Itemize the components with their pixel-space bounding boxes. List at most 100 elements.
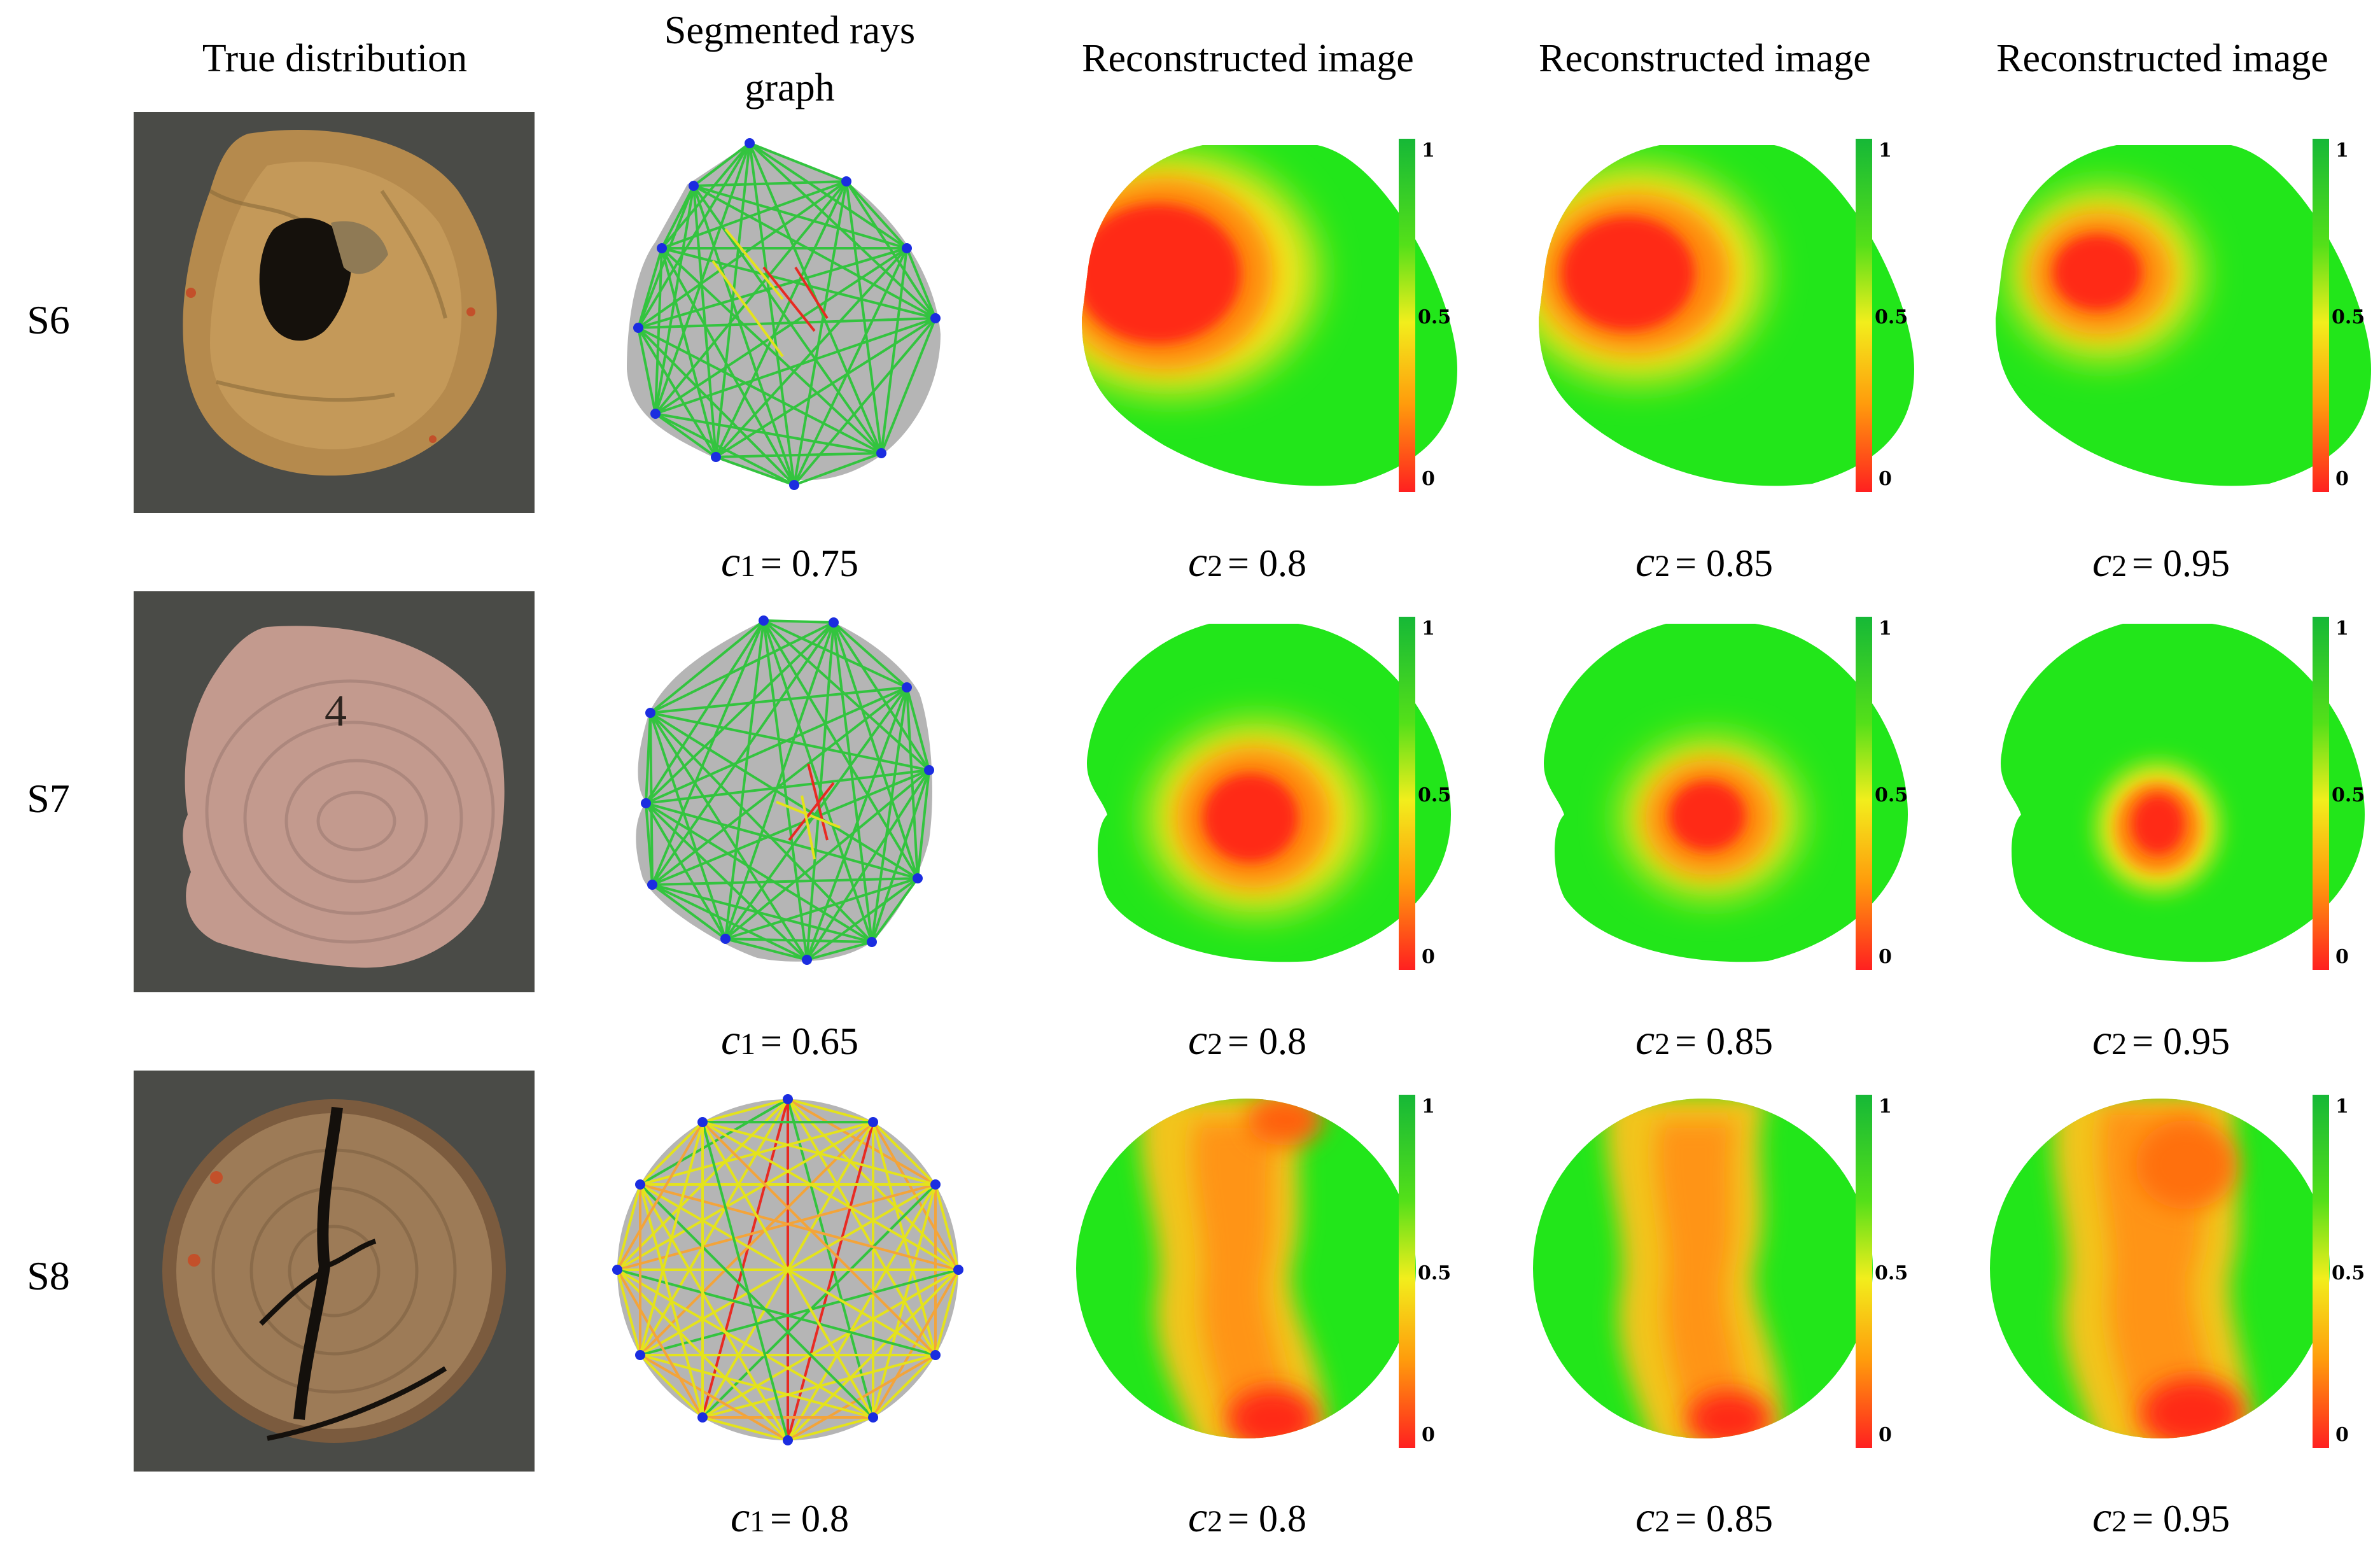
ray-line [806, 877, 919, 961]
ray-line [651, 883, 727, 940]
sensor-point [650, 409, 661, 419]
ray-line [661, 248, 717, 458]
tick-0: 0 [2335, 946, 2349, 968]
ray-line [651, 621, 835, 886]
ray-line [649, 712, 727, 939]
sensor-point [720, 934, 731, 944]
ray-line [654, 412, 717, 458]
ray-segment-defect [801, 795, 816, 860]
ray-line [639, 1354, 704, 1419]
tick-0: 0 [1879, 946, 1892, 968]
captions-s8: c1 = 0.8 c2 = 0.8 c2 = 0.85 c2 = 0.95 [731, 1493, 2230, 1541]
row-label-s7: S7 [27, 776, 70, 821]
rays-graph-s8 [612, 1094, 963, 1445]
tick-0.5: 0.5 [2332, 1262, 2365, 1284]
ray-line [652, 883, 808, 961]
ray-line [872, 1121, 937, 1186]
ray-line [762, 620, 808, 960]
ray-line [763, 619, 907, 689]
reconstruction-s8-c2-0.85 [1533, 1099, 1873, 1438]
ray-line [640, 1183, 959, 1271]
sensor-point [930, 313, 941, 323]
sensor-point [657, 243, 667, 253]
sensor-point [783, 1094, 793, 1104]
reconstruction-s7-c2-0.8 [1086, 624, 1451, 962]
ray-line [832, 622, 919, 879]
ray-line [762, 619, 930, 771]
ray-line [654, 248, 663, 414]
ray-line [639, 1121, 704, 1356]
ray-line [701, 1121, 937, 1356]
tick-0: 0 [1422, 468, 1435, 490]
sensor-point [647, 880, 657, 890]
ray-line [649, 712, 873, 943]
svg-text:4: 4 [325, 687, 347, 736]
ray-line [617, 1268, 874, 1419]
ray-line [639, 1184, 704, 1418]
tick-1: 1 [1879, 617, 1892, 640]
sensor-point [635, 1179, 645, 1190]
ray-line [616, 1184, 641, 1270]
ray-line [645, 802, 873, 943]
colorbar-s8-3 [2313, 1095, 2329, 1448]
ray-line [701, 1099, 789, 1418]
colorbar-s6-3 [2313, 139, 2329, 492]
ray-line [649, 712, 919, 880]
captions-s6: c1 = 0.75 c2 = 0.8 c2 = 0.85 c2 = 0.95 [721, 537, 2230, 586]
sensor-point [697, 1117, 708, 1127]
ray-line [748, 142, 908, 249]
tick-0: 0 [2335, 468, 2349, 490]
sensor-point [645, 708, 655, 718]
ray-line [880, 318, 937, 454]
ray-line [616, 1268, 704, 1419]
tick-0.5: 0.5 [1875, 1262, 1908, 1284]
ray-line [906, 248, 937, 319]
sensor-point [612, 1265, 622, 1275]
header-reconstructed-1: Reconstructed image [1082, 37, 1414, 80]
ray-line [693, 180, 847, 187]
sensor-point [867, 937, 877, 947]
ray-line [649, 619, 765, 714]
ray-line [654, 143, 751, 414]
ray-line [652, 883, 872, 943]
tick-1: 1 [2335, 139, 2349, 162]
caption-c2-s6-b: c2 = 0.85 [1635, 537, 1773, 586]
ray-line [793, 181, 848, 486]
ray-line [832, 621, 930, 771]
sensor-point [913, 873, 923, 883]
sensor-point [635, 1350, 645, 1360]
ray-line [701, 1121, 789, 1441]
ray-line [693, 185, 936, 320]
ray-line [832, 622, 873, 943]
ray-segment-defect [724, 228, 784, 300]
sensor-point [876, 448, 886, 458]
ray-line [702, 1121, 959, 1271]
tick-1: 1 [1422, 617, 1435, 640]
ray-line [794, 452, 882, 486]
ray-line [692, 185, 795, 486]
ray-line [701, 1183, 937, 1419]
tick-0.5: 0.5 [1418, 1262, 1451, 1284]
sensor-point [641, 798, 651, 808]
tick-1: 1 [1879, 139, 1892, 162]
caption-c1-s6: c1 = 0.75 [721, 537, 858, 586]
rays-graph-s7 [636, 615, 934, 965]
sensor-point [802, 955, 812, 965]
tick-1: 1 [1422, 139, 1435, 162]
ray-line [639, 1183, 874, 1419]
ray-line [655, 412, 795, 486]
ray-line [616, 1269, 641, 1356]
photo-s7: 4 [134, 591, 535, 992]
caption-c1-s8: c1 = 0.8 [731, 1493, 849, 1541]
ray-line [715, 452, 882, 458]
ray-line [655, 317, 936, 415]
ray-line [650, 621, 834, 714]
ray-line [649, 712, 654, 885]
header-segmented-rays-line2: graph [745, 66, 834, 109]
sensor-point [789, 480, 799, 490]
sensor-point [868, 1117, 878, 1127]
ray-line [638, 317, 936, 329]
ray-line [645, 712, 652, 804]
ray-line [639, 1121, 704, 1186]
